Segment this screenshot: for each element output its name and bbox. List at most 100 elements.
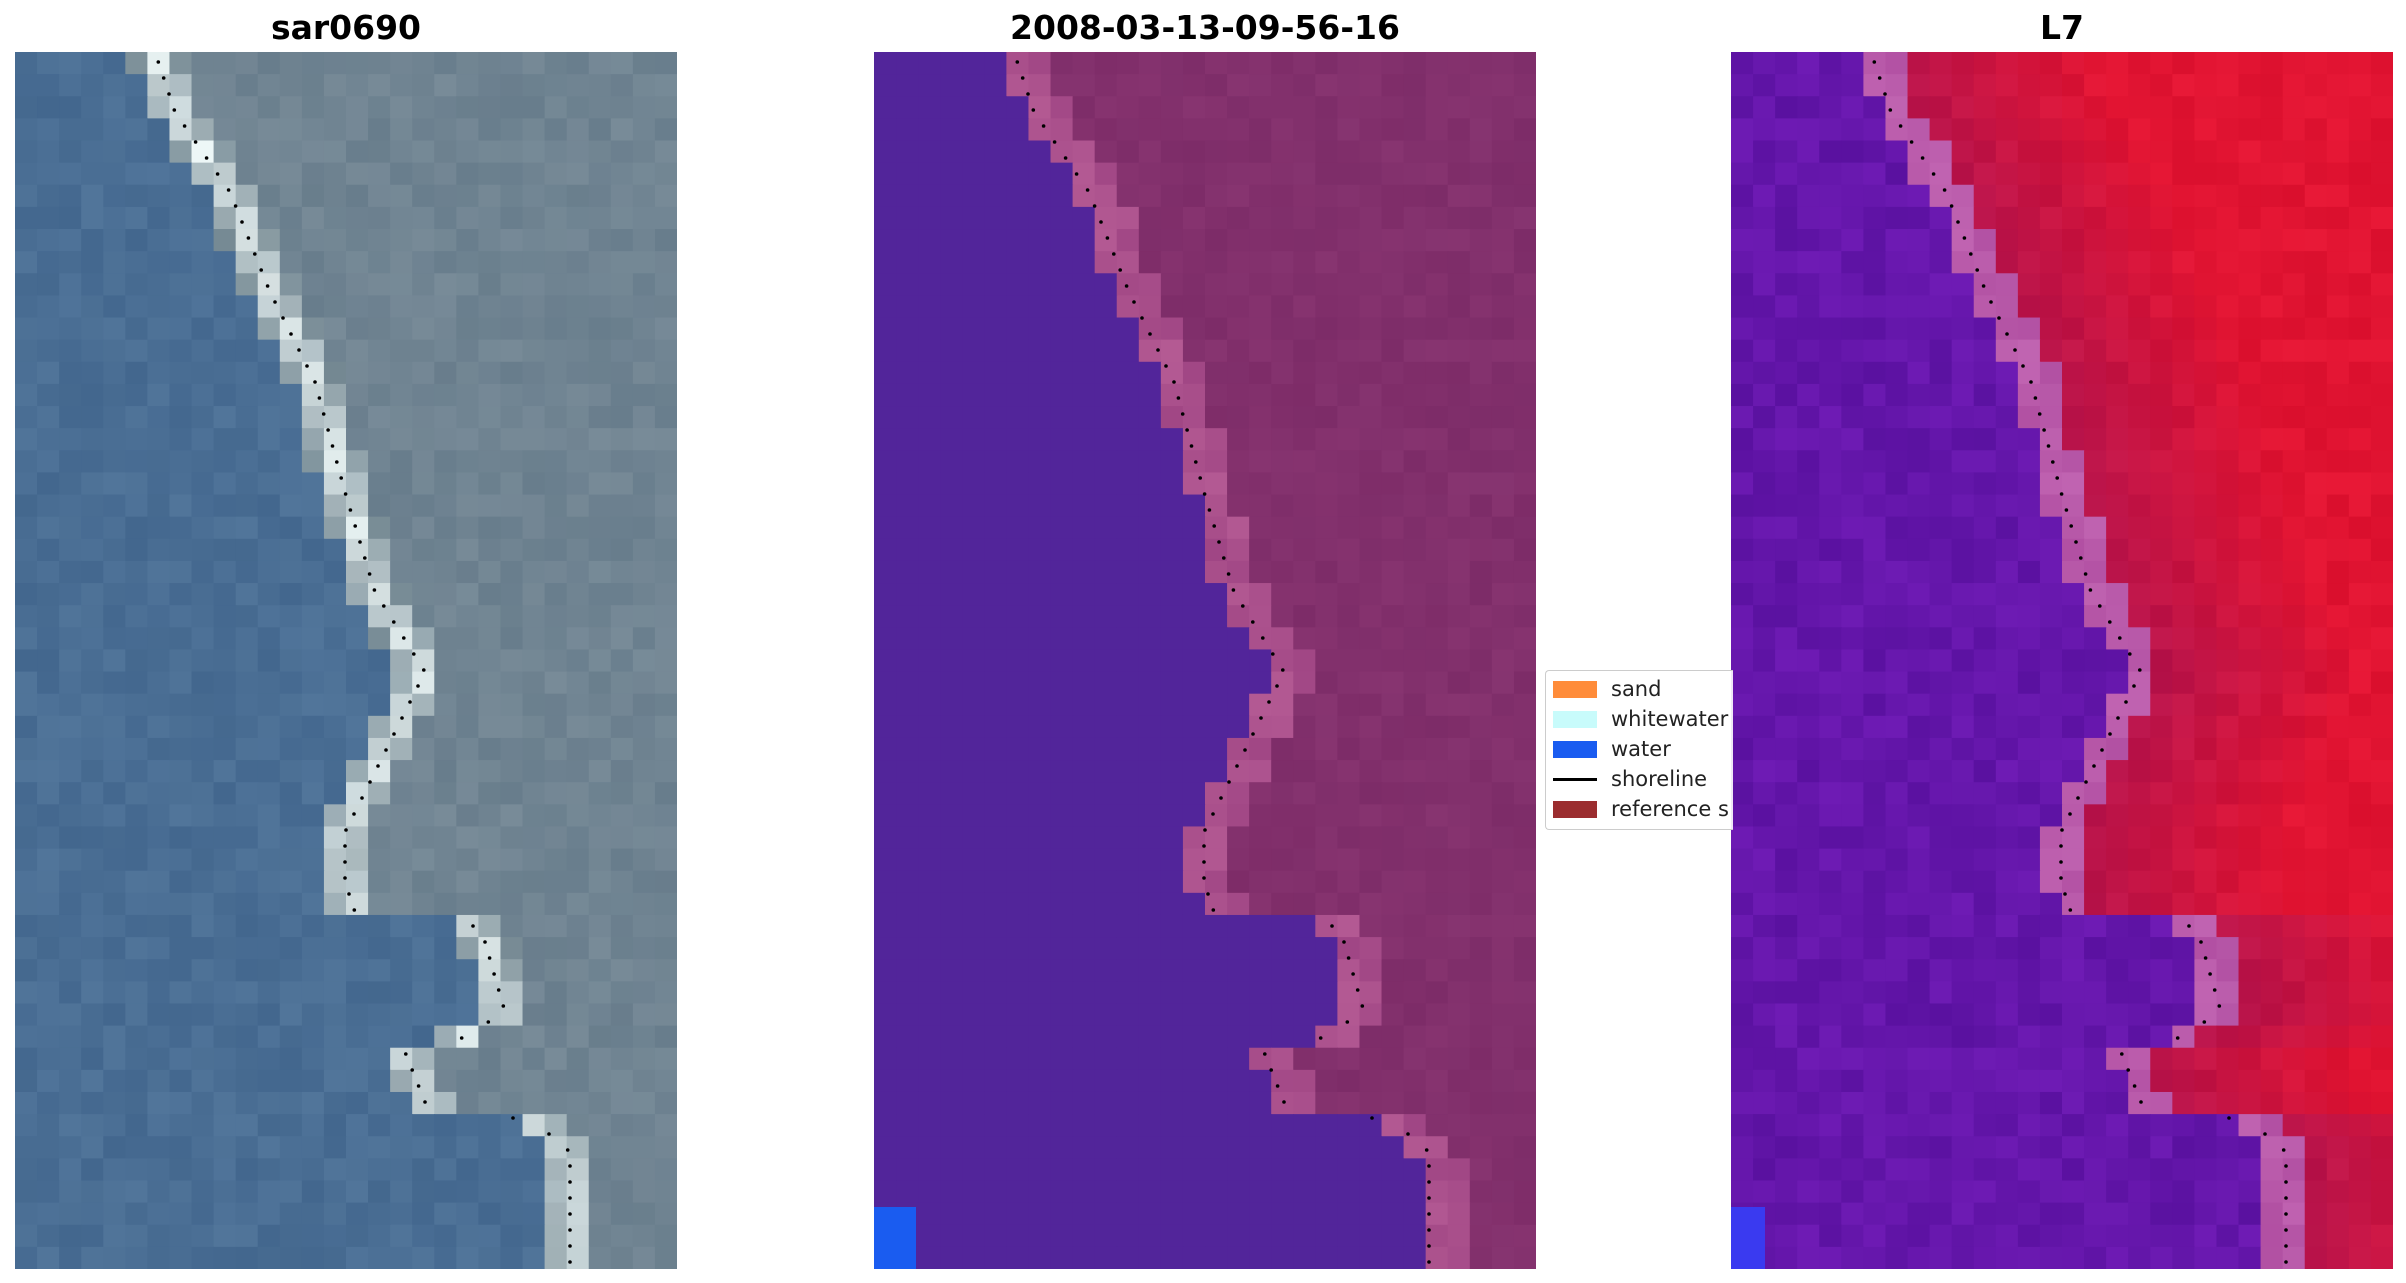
raster-pixel [1381, 959, 1405, 982]
raster-pixel [2370, 583, 2393, 606]
raster-pixel [984, 317, 1007, 341]
raster-pixel [125, 627, 148, 651]
raster-pixel [1160, 981, 1184, 1005]
raster-pixel [1205, 848, 1228, 872]
raster-pixel [1863, 162, 1887, 186]
raster-pixel [2282, 1091, 2306, 1115]
shoreline-dot [459, 1036, 464, 1040]
raster-pixel [103, 140, 126, 164]
raster-pixel [103, 383, 126, 407]
raster-pixel [1227, 140, 1250, 164]
raster-pixel [1447, 560, 1471, 584]
raster-pixel [984, 870, 1007, 894]
raster-pixel [412, 1091, 435, 1115]
raster-pixel [1205, 1158, 1228, 1182]
raster-pixel [15, 760, 38, 783]
raster-pixel [1249, 428, 1272, 451]
raster-pixel [632, 627, 656, 651]
raster-pixel [1863, 649, 1887, 673]
raster-pixel [1050, 52, 1074, 75]
raster-pixel [1138, 383, 1162, 407]
raster-pixel [1006, 273, 1030, 296]
raster-pixel [2017, 383, 2041, 407]
raster-pixel [1951, 162, 1975, 186]
raster-pixel [1929, 118, 1953, 142]
raster-pixel [1753, 251, 1776, 274]
raster-pixel [2282, 361, 2306, 385]
raster-pixel [1249, 1114, 1272, 1137]
raster-pixel [1315, 1025, 1338, 1049]
shoreline-dot [348, 508, 353, 512]
raster-pixel [147, 1047, 171, 1071]
raster-pixel [1050, 516, 1074, 540]
raster-pixel [1050, 1069, 1074, 1093]
raster-pixel [390, 206, 413, 230]
raster-pixel [235, 737, 259, 761]
raster-pixel [1293, 981, 1316, 1005]
raster-pixel [478, 760, 502, 783]
raster-pixel [1293, 494, 1316, 518]
raster-pixel [1469, 1003, 1493, 1027]
raster-pixel [169, 914, 193, 938]
raster-pixel [1797, 826, 1820, 850]
raster-pixel [81, 560, 104, 584]
raster-pixel [390, 229, 413, 252]
raster-pixel [1271, 1047, 1294, 1071]
raster-pixel [456, 782, 479, 805]
raster-pixel [1160, 295, 1184, 319]
raster-pixel [1337, 52, 1361, 75]
raster-pixel [1072, 1136, 1096, 1159]
raster-pixel [15, 1003, 38, 1027]
raster-pixel [940, 450, 963, 474]
raster-pixel [1841, 118, 1864, 142]
raster-pixel [1907, 848, 1931, 872]
raster-pixel [81, 981, 104, 1005]
raster-pixel [1006, 826, 1030, 850]
raster-pixel [257, 914, 281, 938]
raster-pixel [1973, 118, 1997, 142]
raster-pixel [1995, 229, 2019, 252]
raster-pixel [191, 804, 215, 828]
raster-pixel [1094, 1246, 1118, 1269]
raster-pixel [1929, 383, 1953, 407]
raster-pixel [1205, 361, 1228, 385]
raster-pixel [434, 804, 457, 828]
raster-pixel [1271, 140, 1294, 164]
raster-pixel [500, 118, 524, 142]
raster-pixel [1381, 1069, 1405, 1093]
raster-pixel [1006, 140, 1030, 164]
shoreline-dot [382, 604, 386, 608]
raster-pixel [2348, 383, 2372, 407]
raster-pixel [1797, 450, 1820, 474]
raster-pixel [434, 937, 457, 960]
raster-pixel [940, 693, 963, 717]
raster-pixel [1907, 1114, 1931, 1137]
raster-pixel [478, 1003, 502, 1027]
raster-pixel [610, 826, 634, 850]
raster-pixel [1447, 627, 1471, 651]
raster-pixel [1447, 450, 1471, 474]
raster-pixel [1028, 737, 1052, 761]
raster-pixel [15, 1091, 38, 1115]
raster-pixel [81, 184, 104, 208]
raster-pixel [37, 937, 60, 960]
raster-pixel [1116, 671, 1140, 695]
raster-pixel [1797, 361, 1820, 385]
shoreline-dot [1235, 764, 1239, 768]
raster-pixel [1491, 1202, 1515, 1226]
shoreline-dot [568, 1260, 572, 1264]
raster-pixel [940, 96, 963, 119]
raster-pixel [522, 1202, 546, 1226]
raster-pixel [1469, 494, 1493, 518]
raster-pixel [1403, 406, 1427, 429]
raster-pixel [1028, 140, 1052, 164]
raster-pixel [1160, 339, 1184, 363]
raster-pixel [1227, 251, 1250, 274]
raster-pixel [1028, 229, 1052, 252]
raster-pixel [1160, 804, 1184, 828]
raster-pixel [2348, 317, 2372, 341]
raster-pixel [103, 1158, 126, 1182]
raster-pixel [1775, 1158, 1798, 1182]
raster-pixel [2260, 671, 2284, 695]
raster-pixel [1995, 1158, 2019, 1182]
